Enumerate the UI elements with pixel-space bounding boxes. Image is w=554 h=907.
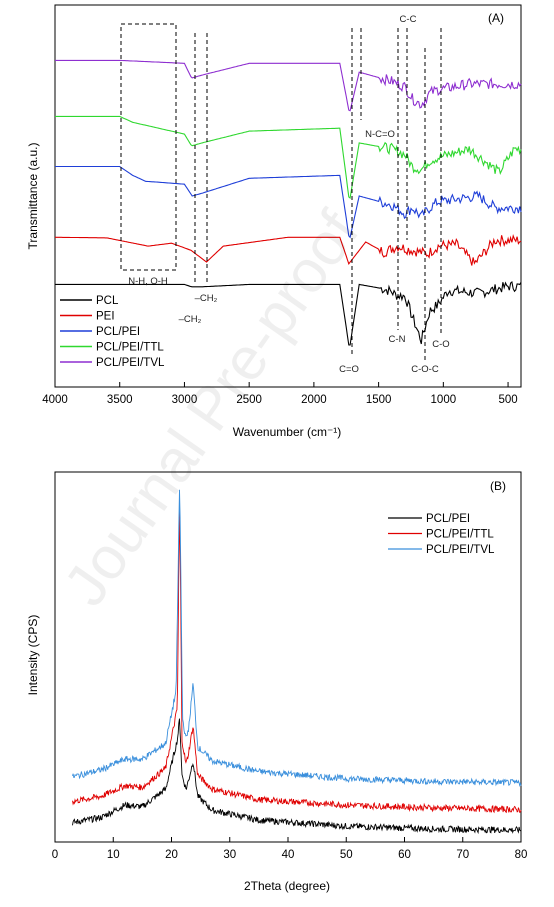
x-tick-label-a: 4000	[42, 394, 68, 406]
y-axis-label-b: Intensity (CPS)	[26, 615, 40, 696]
x-tick-label-a: 2000	[301, 394, 327, 406]
series-line-pcl-pei-ttl	[55, 115, 522, 199]
x-axis-a: 4000 3500 3000 2500 2000 1500 1000 500	[42, 382, 518, 406]
legend-label-pei: PEI	[96, 311, 115, 323]
series-line-pcl	[55, 280, 522, 346]
panel-a: (A) 4000 3500 3000 2500 2000 1500 1000 500 Wave…	[26, 4, 522, 439]
panel-label-b: (B)	[490, 479, 506, 493]
panel-label-a: (A)	[488, 11, 504, 25]
legend-label-pcl-pei-ttl: PCL/PEI/TTL	[426, 529, 494, 541]
annotation-cn: C-N	[389, 334, 406, 345]
x-tick-label-b: 50	[340, 849, 353, 861]
annotation-cc: C-C	[400, 14, 417, 25]
legend-b: PCL/PEI PCL/PEI/TTL PCL/PEI/TVL	[388, 513, 495, 556]
x-tick-label-a: 1500	[366, 394, 392, 406]
annotation-ch2-a: –CH₂	[195, 293, 218, 304]
nh-oh-box	[120, 23, 177, 271]
x-tick-label-a: 3000	[172, 394, 198, 406]
series-line-pcl-pei	[72, 718, 522, 835]
annotation-c-o: C-O	[432, 339, 449, 350]
legend-label-pcl-pei-tvl: PCL/PEI/TVL	[426, 544, 495, 556]
x-axis-label-a: Wavenumber (cm⁻¹)	[233, 425, 342, 439]
annotation-co: C=O	[339, 364, 359, 375]
annotation-nco: N-C=O	[365, 129, 395, 140]
series-line-pcl-pei-tvl	[72, 489, 522, 787]
x-tick-label-b: 60	[398, 849, 411, 861]
series-line-pcl-pei-tvl	[55, 59, 522, 112]
x-tick-label-a: 2500	[236, 394, 262, 406]
x-tick-label-b: 80	[515, 849, 528, 861]
y-axis-label-a: Transmittance (a.u.)	[26, 143, 40, 250]
x-tick-label-b: 10	[107, 849, 120, 861]
annotation-ch2-b: –CH₂	[179, 314, 202, 325]
annotation-guides	[120, 23, 442, 362]
watermark: Journal Pre-proof	[51, 199, 372, 617]
x-tick-label-b: 40	[282, 849, 295, 861]
series-line-pei	[55, 233, 522, 266]
legend-label-pcl-pei-tvl: PCL/PEI/TVL	[96, 357, 165, 369]
x-tick-label-b: 20	[165, 849, 178, 861]
legend-label-pcl-pei-ttl: PCL/PEI/TTL	[96, 342, 164, 354]
x-tick-label-b: 0	[52, 849, 58, 861]
x-tick-label-a: 1000	[431, 394, 457, 406]
series-line-pcl-pei	[55, 165, 522, 239]
legend-label-pcl-pei: PCL/PEI	[426, 513, 470, 525]
plot-frame-a	[54, 4, 522, 388]
x-tick-label-b: 70	[456, 849, 469, 861]
x-tick-label-a: 3500	[107, 394, 133, 406]
x-tick-label-b: 30	[223, 849, 236, 861]
legend-label-pcl: PCL	[96, 295, 119, 307]
series-group-a	[55, 59, 522, 346]
annotation-coc: C-O-C	[411, 364, 439, 375]
annotation-nh-oh: N-H, O-H	[128, 276, 168, 287]
legend-a: PCL PEI PCL/PEI PCL/PEI/TTL PCL/PEI/TVL	[60, 295, 165, 369]
series-line-pcl-pei-ttl	[72, 511, 522, 814]
x-tick-label-a: 500	[498, 394, 517, 406]
panel-b: (B) 0 10 20 30 40 50 60 70 80 2Theta (degree) In…	[26, 471, 528, 893]
x-axis-label-b: 2Theta (degree)	[244, 879, 330, 893]
series-group-b	[72, 489, 522, 835]
x-axis-b: 0 10 20 30 40 50 60 70 80	[52, 837, 528, 861]
legend-label-pcl-pei: PCL/PEI	[96, 326, 140, 338]
